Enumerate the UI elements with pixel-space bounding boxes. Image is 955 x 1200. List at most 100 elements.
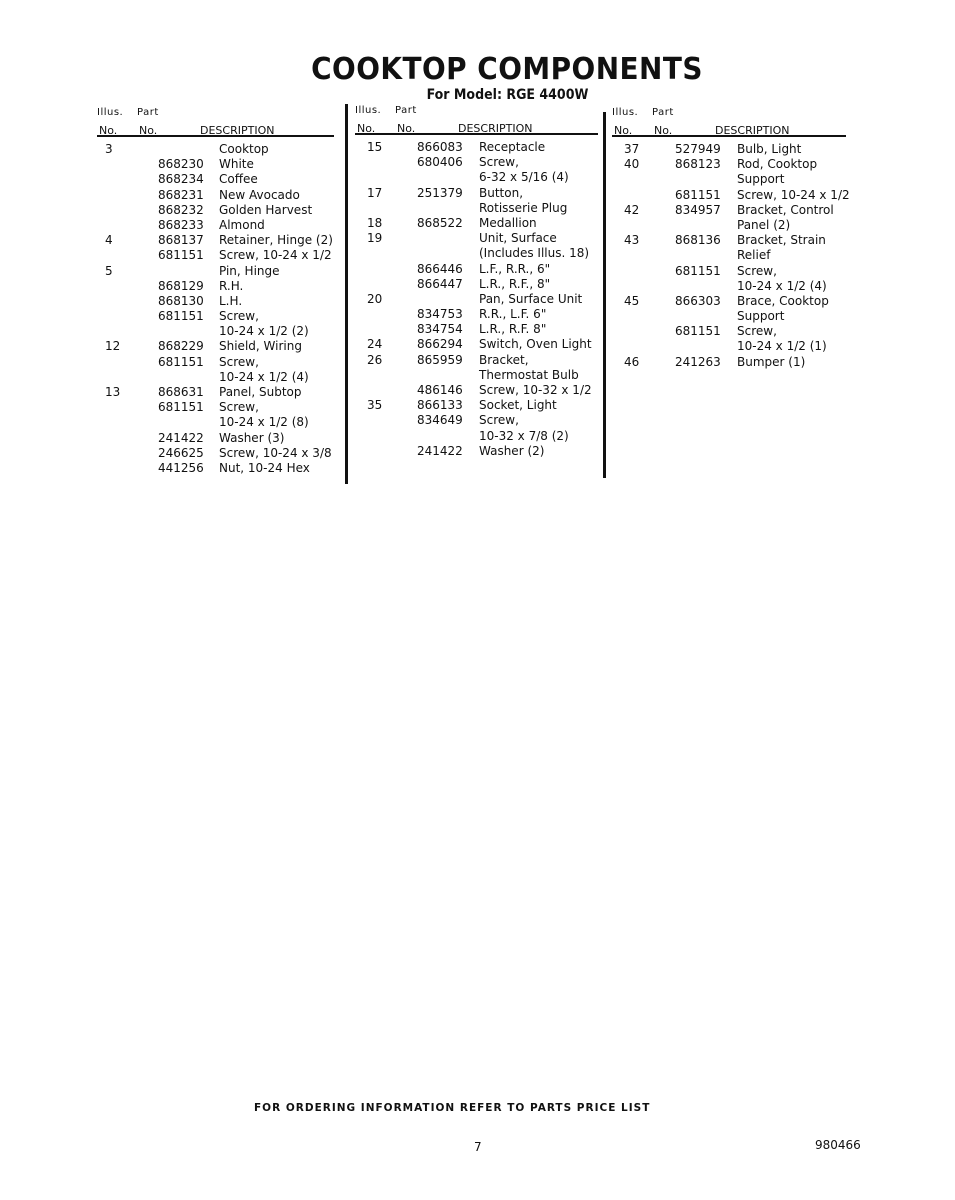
part-description: (Includes Illus. 18) bbox=[479, 246, 590, 261]
part-description: 10-24 x 1/2 (8) bbox=[219, 415, 309, 430]
illus-number: 12 bbox=[105, 339, 121, 354]
part-description: Panel (2) bbox=[737, 217, 791, 232]
illus-number: 35 bbox=[367, 398, 383, 413]
part-description: Socket, Light bbox=[479, 398, 557, 413]
part-description: Support bbox=[737, 172, 785, 187]
part-number: 866294 bbox=[417, 337, 463, 352]
illus-number: 5 bbox=[105, 263, 113, 278]
part-number: 681151 bbox=[158, 248, 204, 263]
illus-number: 18 bbox=[367, 215, 383, 230]
header-part-no: No. bbox=[139, 124, 158, 137]
part-description: Bracket, Control bbox=[737, 202, 834, 217]
illus-number: 13 bbox=[105, 385, 121, 399]
part-number: 681151 bbox=[675, 324, 721, 339]
part-number: 865959 bbox=[417, 352, 463, 367]
header-illus-no: No. bbox=[357, 122, 376, 135]
part-number: 866083 bbox=[417, 140, 463, 154]
part-description: Switch, Oven Light bbox=[479, 337, 592, 352]
illus-number: 26 bbox=[367, 352, 383, 367]
part-number: 868137 bbox=[158, 233, 204, 248]
illus-number: 43 bbox=[624, 233, 640, 248]
part-description: 10-24 x 1/2 (4) bbox=[219, 369, 309, 384]
header-description: DESCRIPTION bbox=[715, 124, 790, 137]
part-description: Screw, bbox=[219, 309, 259, 324]
illus-number: 4 bbox=[105, 233, 113, 248]
part-number: 681151 bbox=[158, 400, 204, 415]
header-illus-no: No. bbox=[614, 124, 633, 137]
part-number: 868130 bbox=[158, 293, 204, 308]
part-description: Retainer, Hinge (2) bbox=[219, 233, 333, 248]
part-description: Washer (3) bbox=[219, 430, 285, 445]
part-number: 681151 bbox=[158, 354, 204, 369]
part-number: 834957 bbox=[675, 202, 721, 217]
part-number: 834754 bbox=[417, 322, 463, 337]
part-description: L.H. bbox=[219, 293, 243, 308]
part-description: L.F., R.R., 6" bbox=[479, 261, 551, 276]
part-description: Screw, bbox=[479, 155, 519, 170]
part-number: 868123 bbox=[675, 157, 721, 172]
column-divider bbox=[345, 104, 348, 484]
part-number: 866133 bbox=[417, 398, 463, 413]
part-description: Panel, Subtop bbox=[219, 385, 302, 399]
part-description: R.R., L.F. 6" bbox=[479, 307, 547, 322]
part-number: 486146 bbox=[417, 383, 463, 397]
illus-number: 15 bbox=[367, 140, 383, 154]
illus-number: 17 bbox=[367, 185, 383, 200]
part-description: Almond bbox=[219, 217, 265, 232]
part-description: Shield, Wiring bbox=[219, 339, 302, 354]
part-number: 866447 bbox=[417, 276, 463, 291]
illus-number: 24 bbox=[367, 337, 383, 352]
part-description: Screw, 10-24 x 3/8 bbox=[219, 445, 332, 460]
part-description: Screw, bbox=[479, 413, 519, 428]
part-description: 10-32 x 7/8 (2) bbox=[479, 428, 569, 443]
header-rule bbox=[97, 135, 334, 137]
part-number: 241263 bbox=[675, 354, 721, 369]
column-divider bbox=[603, 112, 606, 478]
part-number: 251379 bbox=[417, 185, 463, 200]
part-number: 868234 bbox=[158, 172, 204, 187]
part-number: 834753 bbox=[417, 307, 463, 322]
illus-number: 46 bbox=[624, 354, 640, 369]
part-description: Brace, Cooktop bbox=[737, 293, 829, 308]
header-part-no: No. bbox=[654, 124, 673, 137]
part-description: Screw, 10-32 x 1/2 bbox=[479, 383, 592, 397]
part-description: Relief bbox=[737, 248, 771, 263]
header-part-no: No. bbox=[397, 122, 416, 135]
part-description: 10-24 x 1/2 (2) bbox=[219, 324, 309, 339]
part-number: 868229 bbox=[158, 339, 204, 354]
part-number: 246625 bbox=[158, 445, 204, 460]
part-number: 868522 bbox=[417, 215, 463, 230]
part-description: R.H. bbox=[219, 278, 244, 293]
part-description: Cooktop bbox=[219, 142, 269, 156]
header-part: Part bbox=[137, 107, 159, 118]
illus-number: 37 bbox=[624, 142, 640, 156]
illus-number: 45 bbox=[624, 293, 640, 308]
part-description: L.R., R.F. 8" bbox=[479, 322, 547, 337]
header-part: Part bbox=[395, 105, 417, 116]
part-description: Golden Harvest bbox=[219, 202, 313, 217]
part-description: Bulb, Light bbox=[737, 142, 802, 156]
page-title: COOKTOP COMPONENTS bbox=[311, 52, 703, 87]
header-illus: Illus. bbox=[355, 105, 382, 116]
model-subtitle: For Model: RGE 4400W bbox=[426, 87, 589, 103]
illus-number: 40 bbox=[624, 157, 640, 172]
part-description: Bumper (1) bbox=[737, 354, 806, 369]
part-number: 681151 bbox=[158, 309, 204, 324]
part-number: 834649 bbox=[417, 413, 463, 428]
header-rule bbox=[612, 135, 846, 137]
part-description: Pin, Hinge bbox=[219, 263, 280, 278]
illus-number: 3 bbox=[105, 142, 113, 156]
part-number: 868631 bbox=[158, 385, 204, 399]
part-number: 441256 bbox=[158, 460, 204, 475]
part-number: 868232 bbox=[158, 202, 204, 217]
header-illus-no: No. bbox=[99, 124, 118, 137]
document-number: 980466 bbox=[815, 1138, 861, 1152]
part-description: Medallion bbox=[479, 215, 537, 230]
part-description: 10-24 x 1/2 (4) bbox=[737, 278, 827, 293]
part-description: Screw, bbox=[219, 354, 259, 369]
part-description: Pan, Surface Unit bbox=[479, 291, 583, 306]
part-description: Unit, Surface bbox=[479, 231, 557, 246]
part-description: Button, bbox=[479, 185, 524, 200]
illus-number: 20 bbox=[367, 291, 383, 306]
